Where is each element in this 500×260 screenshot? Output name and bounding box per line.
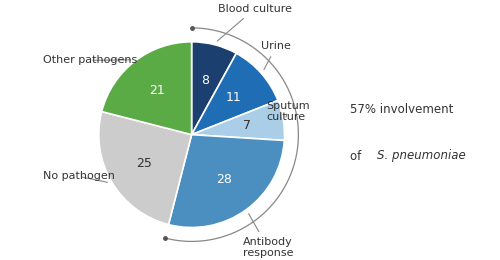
- Text: Blood culture: Blood culture: [218, 4, 292, 41]
- Text: 21: 21: [150, 84, 166, 97]
- Text: Sputum
culture: Sputum culture: [266, 101, 310, 122]
- Wedge shape: [192, 42, 236, 135]
- Text: 11: 11: [226, 91, 242, 104]
- Wedge shape: [102, 42, 192, 135]
- Wedge shape: [192, 100, 284, 140]
- Text: 28: 28: [216, 173, 232, 186]
- Text: Antibody
response: Antibody response: [242, 214, 293, 258]
- Wedge shape: [99, 112, 192, 225]
- Text: No pathogen: No pathogen: [43, 171, 115, 182]
- Text: Urine: Urine: [262, 41, 291, 70]
- Text: 57% involvement: 57% involvement: [350, 103, 454, 116]
- Text: 7: 7: [242, 119, 250, 132]
- Text: of: of: [350, 150, 365, 162]
- Text: Other pathogens: Other pathogens: [43, 55, 138, 65]
- Text: 25: 25: [136, 157, 152, 170]
- Text: S. pneumoniae: S. pneumoniae: [377, 150, 466, 162]
- Wedge shape: [192, 53, 278, 135]
- Wedge shape: [168, 135, 284, 228]
- Text: 8: 8: [202, 74, 209, 87]
